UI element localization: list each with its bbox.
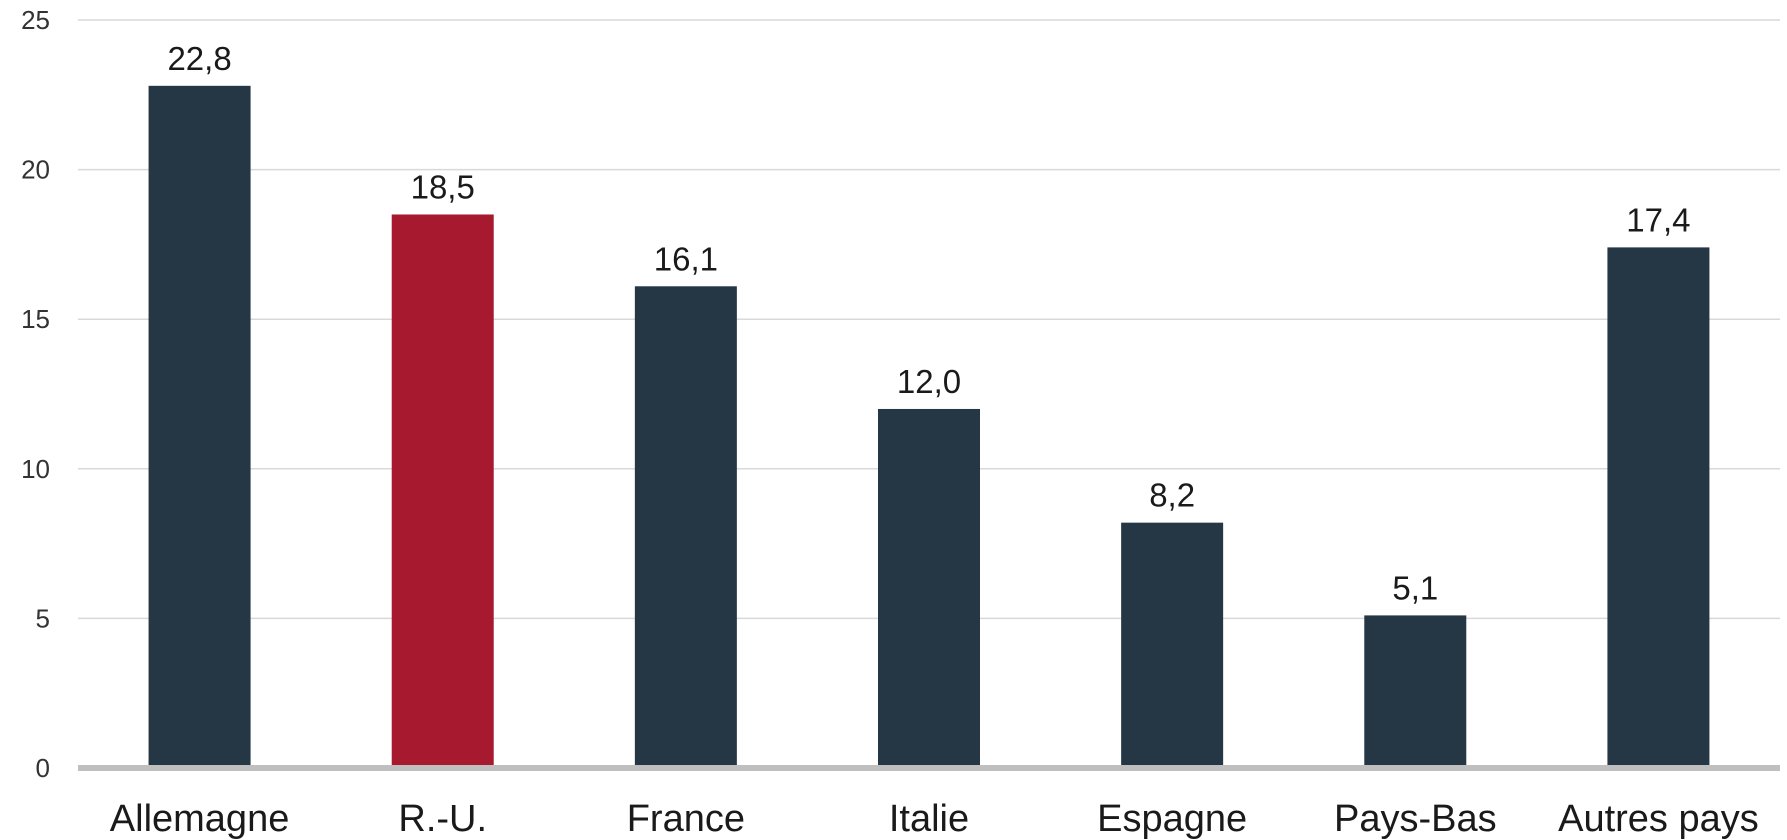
bar-italie: [878, 408, 980, 768]
bar-espagne: [1121, 522, 1224, 768]
bar-pays-bas: [1364, 615, 1467, 768]
bar-r-u-: [391, 214, 494, 769]
data-label: 8,2: [1149, 477, 1195, 514]
data-label: 17,4: [1626, 201, 1690, 238]
data-label: 16,1: [654, 240, 718, 277]
data-label: 22,8: [167, 40, 231, 77]
x-tick-label: Autres pays: [1558, 798, 1759, 840]
y-tick-label: 15: [21, 304, 50, 334]
bar-allemagne: [148, 85, 251, 769]
x-tick-label: Italie: [889, 798, 969, 840]
x-tick-label: R.-U.: [398, 798, 487, 840]
x-tick-label: France: [627, 798, 745, 840]
gridlines: [78, 19, 1780, 620]
data-labels: 22,8 18,5 16,1 12,0 8,2 5,1 17,4: [167, 40, 1690, 607]
y-tick-label: 25: [21, 5, 50, 35]
x-tick-label: Allemagne: [110, 798, 290, 840]
bar-autres-pays: [1607, 247, 1710, 769]
data-label: 18,5: [411, 168, 475, 205]
data-label: 5,1: [1392, 569, 1438, 606]
data-label: 12,0: [897, 363, 961, 400]
x-axis-ticks: Allemagne R.-U. France Italie Espagne Pays-Ba…: [110, 798, 1759, 840]
y-tick-label: 10: [21, 454, 50, 484]
bars: [148, 85, 1710, 769]
y-axis-ticks: 0 5 10 15 20 25: [21, 5, 50, 783]
y-tick-label: 5: [36, 603, 50, 633]
bar-france: [634, 286, 737, 768]
x-tick-label: Pays-Bas: [1334, 798, 1497, 840]
y-tick-label: 20: [21, 155, 50, 185]
y-tick-label: 0: [36, 753, 50, 783]
x-tick-label: Espagne: [1097, 798, 1247, 840]
